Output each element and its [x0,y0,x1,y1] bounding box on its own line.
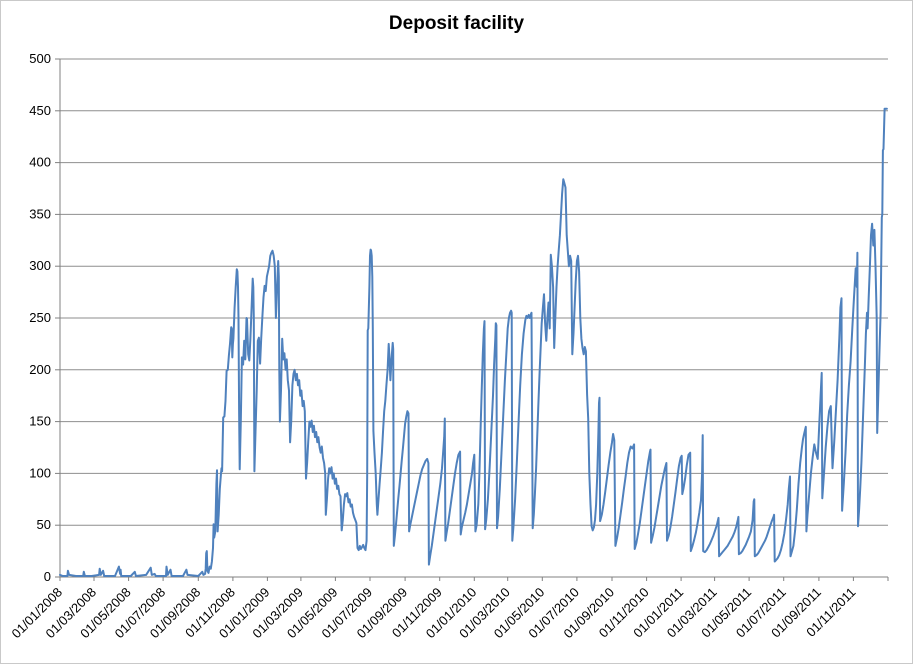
y-tick-label: 350 [29,206,51,221]
x-axis: 01/01/200801/03/200801/05/200801/07/2008… [8,577,889,641]
deposit-facility-series [59,107,888,577]
y-tick-label: 150 [29,414,51,429]
y-tick-label: 450 [29,103,51,118]
y-tick-label: 300 [29,258,51,273]
y-tick-label: 500 [29,51,51,66]
y-tick-label: 0 [44,569,51,584]
y-tick-label: 400 [29,155,51,170]
y-tick-label: 100 [29,465,51,480]
y-tick-label: 50 [37,517,51,532]
chart-title: Deposit facility [388,13,525,34]
y-tick-label: 250 [29,310,51,325]
y-axis: 0 50 100 150 200 250 300 350 400 450 500 [29,51,888,584]
y-tick-label: 200 [29,362,51,377]
